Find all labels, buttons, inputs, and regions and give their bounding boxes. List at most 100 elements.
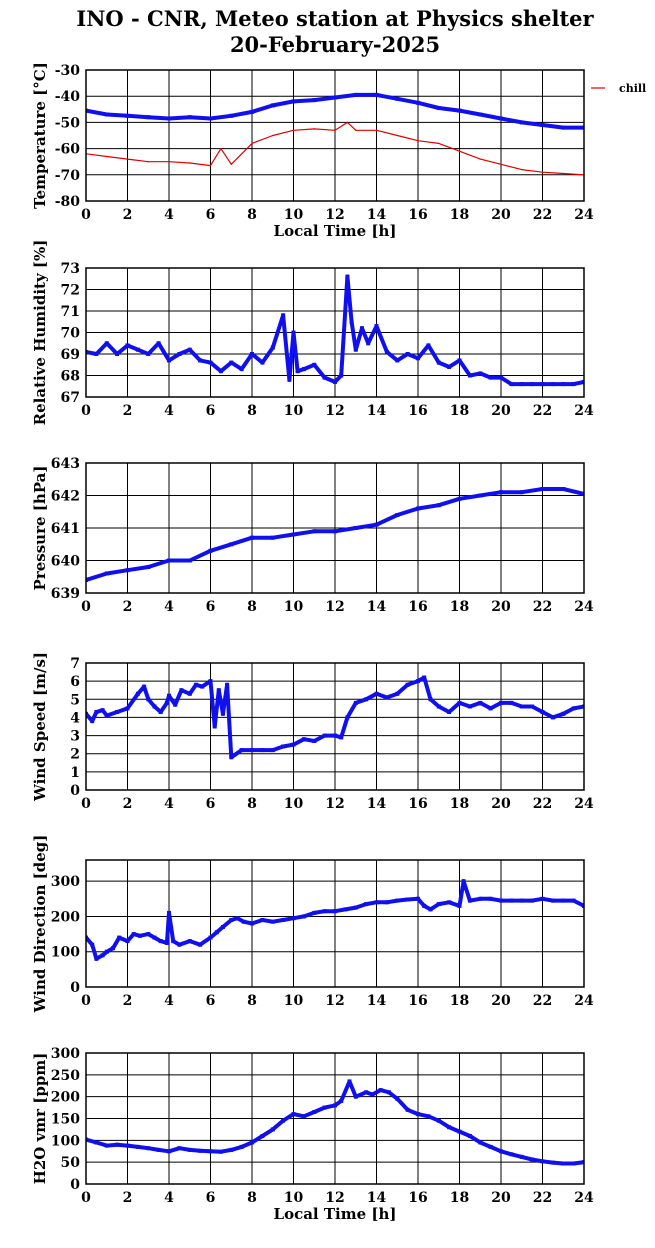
data-point-pressure <box>416 506 420 511</box>
data-point-pressure <box>519 490 524 495</box>
data-point-humidity <box>295 369 300 374</box>
data-point-chill <box>355 129 357 131</box>
data-point-wind_speed <box>384 695 389 700</box>
data-point-h2o <box>467 1134 472 1138</box>
data-point-wind_speed <box>478 700 483 705</box>
data-point-chill <box>562 172 564 175</box>
data-point-wind_speed <box>422 675 427 680</box>
x-tick-label: 0 <box>81 796 91 812</box>
data-point-wind_speed <box>374 691 379 696</box>
data-point-wind_speed <box>152 704 157 709</box>
data-point-wind_direction <box>343 907 348 912</box>
data-point-temperature <box>374 92 379 97</box>
x-tick-label: 10 <box>284 403 304 419</box>
y-tick-label: 0 <box>70 980 80 996</box>
x-tick-label: 12 <box>325 207 344 223</box>
plot-frame <box>85 69 585 202</box>
data-point-humidity <box>281 313 286 318</box>
data-point-wind_speed <box>164 700 169 705</box>
x-tick-label: 8 <box>247 403 257 419</box>
data-point-humidity <box>291 330 296 335</box>
data-point-chill <box>272 134 274 137</box>
data-point-humidity <box>86 349 88 354</box>
y-tick-label: 642 <box>51 489 80 505</box>
data-point-wind_speed <box>90 719 95 724</box>
x-tick-label: 14 <box>367 599 387 615</box>
data-point-wind_speed <box>571 706 576 711</box>
data-point-h2o <box>436 1118 441 1123</box>
data-point-wind_direction <box>488 896 493 901</box>
data-point-pressure <box>167 558 171 563</box>
y-tick-label: 0 <box>70 1177 80 1193</box>
data-point-wind_direction <box>428 907 433 912</box>
data-point-h2o <box>540 1159 545 1164</box>
data-point-temperature <box>499 116 503 121</box>
data-point-wind_speed <box>250 748 254 753</box>
data-point-wind_direction <box>561 898 566 903</box>
data-point-humidity <box>198 358 203 363</box>
data-point-wind_direction <box>214 930 219 935</box>
x-tick-label: 12 <box>325 599 344 615</box>
data-point-h2o <box>561 1161 566 1166</box>
x-tick-label: 14 <box>367 796 387 812</box>
data-point-wind_speed <box>194 682 198 687</box>
data-point-h2o <box>530 1157 535 1162</box>
y-tick-label: -60 <box>55 142 81 158</box>
data-point-h2o <box>86 1137 88 1142</box>
x-tick-label: 6 <box>206 207 216 223</box>
data-point-wind_direction <box>90 942 95 947</box>
x-tick-label: 6 <box>206 403 216 419</box>
x-tick-label: 8 <box>247 599 257 615</box>
data-point-temperature <box>187 115 192 120</box>
data-point-humidity <box>333 379 337 384</box>
y-tick-label: 2 <box>70 747 80 763</box>
data-point-wind_direction <box>270 919 275 924</box>
y-tick-label: 100 <box>51 1133 80 1149</box>
x-tick-label: 20 <box>491 599 511 615</box>
plot-frame <box>85 462 585 594</box>
x-tick-label: 24 <box>574 1190 594 1206</box>
data-point-temperature <box>208 116 213 121</box>
data-point-h2o <box>198 1148 203 1153</box>
data-point-temperature <box>436 106 441 110</box>
data-point-pressure <box>540 487 545 491</box>
data-point-wind_direction <box>436 902 441 907</box>
y-axis-label: Wind Direction [deg] <box>31 835 49 1014</box>
data-point-wind_speed <box>167 693 171 698</box>
data-point-temperature <box>104 112 109 117</box>
data-point-wind_speed <box>395 691 400 696</box>
data-point-wind_speed <box>270 748 275 753</box>
data-point-pressure <box>499 490 503 495</box>
data-point-temperature <box>561 125 566 130</box>
x-tick-label: 18 <box>450 403 469 419</box>
y-tick-label: 69 <box>61 347 80 363</box>
x-tick-label: 16 <box>408 207 427 223</box>
x-tick-label: 8 <box>247 207 257 223</box>
data-point-chill <box>375 129 378 131</box>
data-point-wind_direction <box>111 946 115 951</box>
y-tick-label: 640 <box>51 554 80 570</box>
x-tick-label: 24 <box>574 207 594 223</box>
data-point-wind_speed <box>416 679 420 684</box>
x-axis-label: Local Time [h] <box>274 222 397 240</box>
y-tick-label: 0 <box>70 783 80 799</box>
data-point-wind_direction <box>158 939 163 944</box>
data-point-h2o <box>582 1160 584 1165</box>
x-tick-label: 2 <box>123 207 133 223</box>
y-tick-label: -70 <box>55 168 81 184</box>
data-point-humidity <box>540 382 545 387</box>
x-tick-label: 22 <box>533 993 552 1009</box>
data-point-wind_direction <box>117 935 122 940</box>
data-point-chill <box>334 129 336 131</box>
y-tick-label: -50 <box>55 115 81 131</box>
data-point-wind_speed <box>187 691 192 696</box>
data-point-wind_direction <box>220 925 225 929</box>
y-tick-label: 200 <box>51 909 80 925</box>
data-point-wind_speed <box>158 710 163 714</box>
data-point-temperature <box>146 115 151 120</box>
data-point-h2o <box>229 1147 234 1152</box>
y-tick-label: 68 <box>61 369 80 385</box>
data-point-humidity <box>366 341 371 346</box>
x-tick-label: 4 <box>164 403 174 419</box>
data-point-pressure <box>86 578 88 582</box>
